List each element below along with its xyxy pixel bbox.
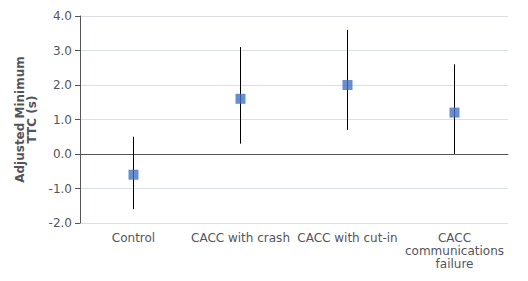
svg-text:2.0: 2.0 [53, 78, 72, 92]
svg-text:Adjusted Minimum: Adjusted Minimum [12, 56, 27, 183]
svg-text:communications: communications [405, 244, 504, 258]
svg-text:CACC: CACC [438, 231, 471, 245]
svg-text:-1.0: -1.0 [49, 182, 72, 196]
svg-text:3.0: 3.0 [53, 44, 72, 58]
svg-text:4.0: 4.0 [53, 9, 72, 23]
svg-text:CACC with crash: CACC with crash [191, 231, 290, 245]
svg-text:1.0: 1.0 [53, 113, 72, 127]
svg-text:CACC with cut-in: CACC with cut-in [297, 231, 397, 245]
svg-text:-2.0: -2.0 [49, 216, 72, 230]
svg-text:TTC (s): TTC (s) [25, 96, 39, 144]
svg-text:failure: failure [436, 257, 474, 271]
svg-text:0.0: 0.0 [53, 147, 72, 161]
svg-text:Control: Control [112, 231, 155, 245]
